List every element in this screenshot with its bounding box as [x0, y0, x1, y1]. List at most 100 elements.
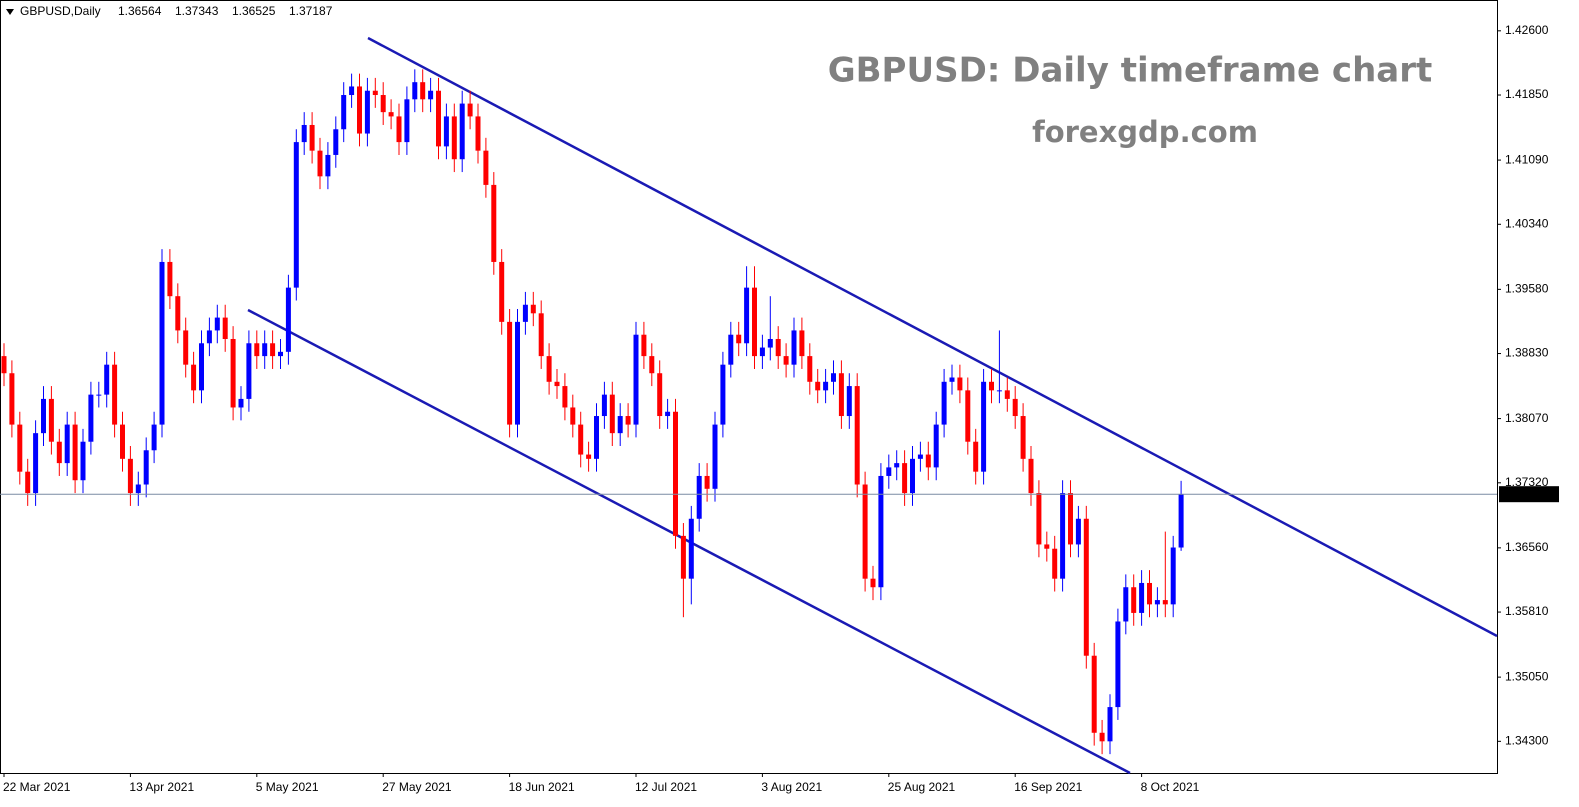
candle-body [388, 112, 394, 117]
candle-body [412, 82, 418, 100]
candle-body [396, 116, 402, 143]
candle-body [254, 343, 260, 357]
candle-body [1170, 547, 1176, 605]
ohlc-open: 1.36564 [118, 4, 162, 18]
symbol-label: GBPUSD,Daily [20, 4, 101, 18]
candle-body [199, 343, 204, 391]
candle-body [680, 535, 686, 579]
candle-body [546, 356, 552, 382]
candle-body [996, 390, 1002, 392]
candle-body [230, 338, 236, 408]
candle-body [483, 150, 489, 185]
candle-body [657, 373, 663, 417]
candle-body [183, 330, 189, 365]
candle-body [1115, 621, 1121, 708]
x-tick-label: 8 Oct 2021 [1141, 780, 1200, 794]
upper-trendline [367, 36, 1498, 638]
candle-body [578, 424, 584, 455]
candle-body [925, 454, 931, 468]
x-tick-label: 13 Apr 2021 [129, 780, 194, 794]
candle-body [301, 124, 307, 143]
plot-frame [0, 0, 1498, 774]
candle-body [973, 441, 979, 472]
candle-body [64, 424, 70, 464]
price-label: 1.37187 [1505, 486, 1549, 500]
y-tick-label: 1.38070 [1505, 411, 1549, 425]
candle-body [720, 364, 726, 425]
candle-body [309, 124, 315, 151]
candle-body [894, 463, 900, 468]
candle-body [293, 142, 299, 288]
y-tick-label: 1.41090 [1505, 152, 1549, 166]
candle-body [80, 441, 86, 481]
candle-body [823, 381, 829, 391]
x-tick-label: 18 Jun 2021 [509, 780, 575, 794]
candle-body [910, 458, 915, 494]
candle-body [25, 471, 31, 494]
candle-body [270, 343, 276, 357]
y-tick-label: 1.40340 [1505, 216, 1549, 230]
candle-body [736, 334, 742, 344]
ohlc-high: 1.37343 [175, 4, 219, 18]
candle-body [625, 416, 631, 425]
candle-body [538, 313, 544, 357]
candle-body [1139, 582, 1145, 613]
candle-body [775, 338, 781, 357]
candle-body [1091, 655, 1097, 733]
candle-body [127, 458, 133, 494]
candle-body [491, 184, 497, 262]
y-tick-label: 1.41850 [1505, 87, 1549, 101]
candle-body [617, 416, 623, 434]
candle-body [443, 116, 449, 147]
candle-body [262, 343, 268, 357]
candle-body [333, 129, 339, 155]
candle-body [1, 356, 7, 374]
candle-body [238, 398, 244, 408]
candle-body [515, 321, 520, 425]
candle-body [151, 424, 157, 451]
candle-body [633, 334, 639, 425]
candle-body [957, 377, 963, 391]
candle-body [1028, 458, 1034, 494]
candle-body [135, 484, 141, 494]
candle-body [372, 90, 378, 96]
candle-body [341, 95, 347, 130]
y-tick-label: 1.39580 [1505, 282, 1549, 296]
x-tick-label: 25 Aug 2021 [888, 780, 956, 794]
candle-body [1107, 707, 1113, 742]
candle-body [17, 424, 23, 472]
candle-body [404, 99, 410, 143]
candle-body [1012, 398, 1018, 417]
candle-body [886, 467, 892, 476]
menu-arrow [6, 9, 14, 15]
candle-body [704, 475, 710, 489]
candle-body [878, 475, 884, 588]
candle-body [594, 416, 599, 459]
candle-body [206, 330, 212, 344]
candle-body [9, 373, 15, 425]
candle-body [981, 381, 987, 472]
candle-body [222, 317, 228, 339]
candle-body [428, 90, 434, 100]
candle-body [325, 154, 331, 177]
candle-body [609, 394, 615, 434]
candle-body [1083, 518, 1089, 656]
candle-body [1004, 390, 1010, 399]
candle-body [214, 317, 220, 331]
x-tick-label: 22 Mar 2021 [3, 780, 71, 794]
candle-body [278, 351, 283, 357]
candle-body [783, 356, 789, 365]
ohlc-close: 1.37187 [289, 4, 333, 18]
candle-body [120, 424, 125, 459]
candle-body [72, 424, 78, 481]
candle-body [88, 394, 94, 442]
candle-body [33, 433, 39, 494]
candle-body [96, 394, 102, 396]
x-tick-label: 5 May 2021 [256, 780, 319, 794]
candle-body [570, 407, 576, 425]
candle-body [1099, 732, 1105, 742]
candle-body [965, 390, 971, 442]
candle-body [759, 347, 765, 357]
candle-body [143, 450, 149, 485]
candle-body [1060, 493, 1066, 579]
